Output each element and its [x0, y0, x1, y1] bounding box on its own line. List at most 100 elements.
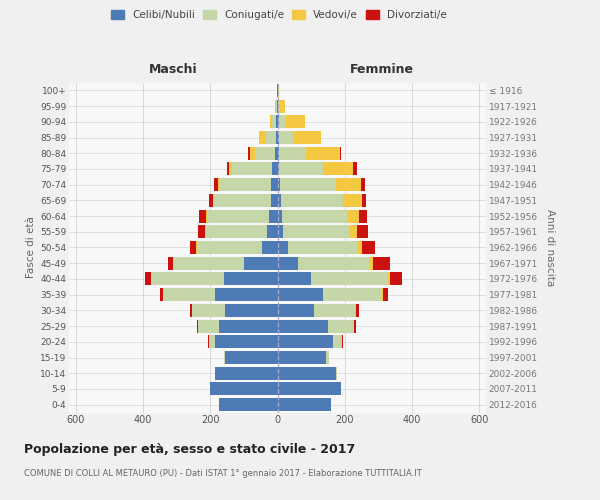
Bar — [279, 131, 293, 144]
Bar — [215, 367, 277, 380]
Bar — [199, 210, 206, 222]
Text: Popolazione per età, sesso e stato civile - 2017: Popolazione per età, sesso e stato civil… — [24, 442, 355, 456]
Bar — [205, 226, 268, 238]
Bar — [278, 84, 279, 97]
Bar — [207, 210, 269, 222]
Text: Femmine: Femmine — [350, 63, 414, 76]
Bar — [285, 116, 305, 128]
Bar — [362, 194, 365, 207]
Bar — [343, 194, 362, 207]
Bar — [218, 320, 277, 332]
Bar — [298, 257, 370, 270]
Bar — [272, 116, 277, 128]
Bar — [270, 116, 272, 128]
Bar — [279, 162, 323, 175]
Bar — [151, 272, 224, 285]
Legend: Celibi/Nubili, Coniugati/e, Vedovi/e, Divorziati/e: Celibi/Nubili, Coniugati/e, Vedovi/e, Di… — [109, 8, 449, 22]
Bar — [269, 210, 277, 222]
Bar — [209, 336, 215, 348]
Bar — [173, 257, 244, 270]
Bar — [342, 336, 343, 348]
Bar — [160, 288, 163, 301]
Bar — [280, 100, 285, 112]
Bar — [277, 100, 278, 112]
Bar — [192, 304, 226, 317]
Bar — [277, 320, 328, 332]
Bar — [215, 336, 277, 348]
Bar — [277, 162, 279, 175]
Bar — [197, 320, 199, 332]
Bar — [388, 272, 390, 285]
Bar — [277, 367, 337, 380]
Bar — [323, 288, 382, 301]
Text: Maschi: Maschi — [149, 63, 197, 76]
Bar — [214, 178, 218, 191]
Bar — [287, 241, 356, 254]
Bar — [390, 272, 402, 285]
Bar — [262, 241, 277, 254]
Bar — [254, 147, 275, 160]
Bar — [277, 241, 287, 254]
Bar — [353, 320, 354, 332]
Bar — [215, 288, 277, 301]
Bar — [226, 351, 277, 364]
Bar — [145, 272, 151, 285]
Bar — [190, 241, 196, 254]
Bar — [328, 320, 353, 332]
Bar — [277, 178, 280, 191]
Bar — [323, 162, 353, 175]
Bar — [248, 147, 250, 160]
Bar — [383, 288, 388, 301]
Bar — [277, 398, 331, 411]
Bar — [277, 210, 281, 222]
Bar — [283, 226, 350, 238]
Bar — [277, 288, 323, 301]
Bar — [168, 257, 173, 270]
Bar — [277, 147, 279, 160]
Bar — [355, 304, 356, 317]
Bar — [382, 288, 383, 301]
Bar — [271, 194, 277, 207]
Bar — [206, 210, 207, 222]
Bar — [277, 382, 341, 396]
Bar — [277, 351, 326, 364]
Bar — [350, 226, 356, 238]
Bar — [276, 131, 277, 144]
Bar — [208, 336, 209, 348]
Bar — [356, 241, 362, 254]
Bar — [277, 257, 298, 270]
Bar — [359, 210, 367, 222]
Bar — [356, 226, 368, 238]
Y-axis label: Anni di nascita: Anni di nascita — [545, 209, 554, 286]
Bar — [335, 178, 361, 191]
Bar — [293, 131, 321, 144]
Bar — [224, 272, 277, 285]
Bar — [277, 226, 283, 238]
Bar — [224, 351, 226, 364]
Bar — [244, 257, 277, 270]
Bar — [279, 147, 306, 160]
Bar — [281, 194, 343, 207]
Bar — [361, 178, 365, 191]
Bar — [314, 304, 355, 317]
Bar — [362, 241, 375, 254]
Bar — [277, 131, 279, 144]
Bar — [271, 178, 277, 191]
Bar — [280, 178, 335, 191]
Bar — [354, 320, 356, 332]
Bar — [229, 162, 232, 175]
Bar — [353, 162, 356, 175]
Bar — [218, 178, 220, 191]
Bar — [340, 147, 341, 160]
Bar — [226, 304, 277, 317]
Bar — [210, 382, 277, 396]
Bar — [198, 226, 205, 238]
Bar — [199, 320, 218, 332]
Bar — [373, 257, 390, 270]
Bar — [227, 162, 229, 175]
Bar — [277, 194, 281, 207]
Bar — [277, 116, 279, 128]
Bar — [212, 194, 214, 207]
Bar — [311, 272, 388, 285]
Bar — [266, 131, 276, 144]
